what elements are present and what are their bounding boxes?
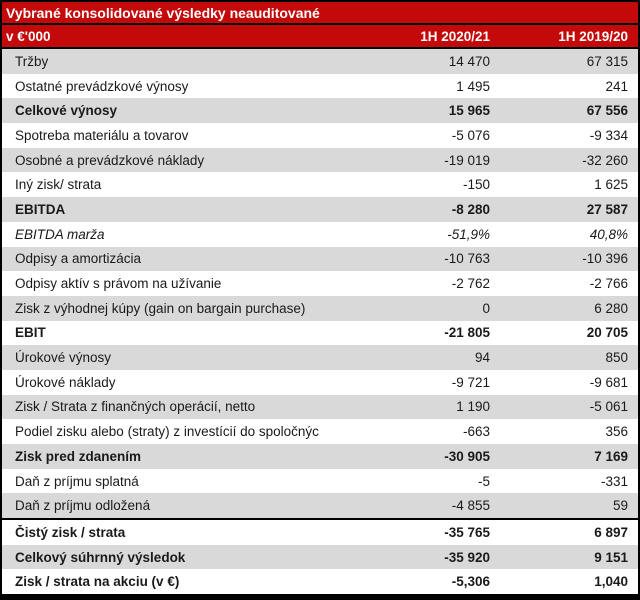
row-value-2019-20: 850: [605, 350, 628, 366]
table-row: Daň z príjmu splatná -5 -331: [2, 468, 638, 494]
row-value-2020-21: 1 495: [456, 78, 490, 94]
row-value-2020-21: -21 805: [444, 325, 490, 341]
table-row: Daň z príjmu odložená -4 855 59: [2, 493, 638, 519]
row-label: Čistý zisk / strata: [15, 524, 126, 540]
row-value-2020-21: -35 920: [444, 549, 490, 565]
table-row: Ostatné prevádzkové výnosy 1 495 241: [2, 73, 638, 99]
table-row: Zisk pred zdanením -30 905 7 169: [2, 444, 638, 469]
row-value-2020-21: -5 076: [451, 127, 490, 143]
row-value-2019-20: 1 625: [594, 177, 628, 193]
row-value-2019-20: 40,8%: [589, 226, 628, 242]
row-value-2019-20: 27 587: [586, 201, 628, 217]
row-value-2019-20: -10 396: [582, 251, 628, 267]
row-label: Daň z príjmu splatná: [15, 473, 139, 489]
row-value-2020-21: -663: [462, 424, 490, 440]
row-value-2019-20: -5 061: [589, 399, 628, 415]
row-label: Spotreba materiálu a tovarov: [15, 127, 189, 143]
table-title-bar: Vybrané konsolidované výsledky neauditov…: [2, 2, 638, 25]
row-value-2019-20: 6 897: [594, 524, 628, 540]
row-value-2019-20: 6 280: [594, 300, 628, 316]
row-label: EBIT: [15, 325, 46, 341]
table-row: Celkové výnosy 15 965 67 556: [2, 98, 638, 124]
table-row: EBITDA -8 280 27 587: [2, 197, 638, 222]
column-header-1h-2020-21: 1H 2020/21: [420, 28, 490, 44]
row-label: Zisk / strata na akciu (v €): [15, 574, 180, 590]
table-row: Úrokové náklady -9 721 -9 681: [2, 369, 638, 395]
table-row: Spotreba materiálu a tovarov -5 076 -9 334: [2, 123, 638, 148]
row-value-2020-21: -5: [477, 473, 490, 489]
row-value-2019-20: 59: [612, 498, 628, 514]
row-value-2020-21: 0: [482, 300, 490, 316]
row-label: EBITDA marža: [15, 226, 105, 242]
row-label: Celkový súhrnný výsledok: [15, 549, 186, 565]
row-value-2019-20: -32 260: [582, 152, 628, 168]
row-value-2019-20: 1,040: [594, 574, 628, 590]
table-row: Osobné a prevádzkové náklady -19 019 -32 2…: [2, 147, 638, 173]
row-value-2020-21: -30 905: [444, 448, 490, 464]
row-value-2020-21: -2 762: [451, 276, 490, 292]
row-value-2020-21: -19 019: [444, 152, 490, 168]
table-column-header-row: v €'000 1H 2020/21 1H 2019/20: [2, 25, 638, 49]
row-label: Ostatné prevádzkové výnosy: [15, 78, 189, 94]
row-value-2020-21: -9 721: [451, 374, 490, 390]
row-value-2020-21: -150: [462, 177, 490, 193]
row-label: EBITDA: [15, 201, 66, 217]
row-label: Zisk pred zdanením: [15, 448, 142, 464]
row-label: Podiel zisku alebo (straty) z investícií…: [15, 424, 319, 440]
table-row: EBITDA marža -51,9% 40,8%: [2, 221, 638, 247]
row-label: Osobné a prevádzkové náklady: [15, 152, 205, 168]
row-value-2020-21: 15 965: [448, 103, 490, 119]
table-row: Zisk / Strata z finančných operácií, net…: [2, 394, 638, 420]
row-value-2020-21: -5,306: [451, 574, 490, 590]
table-row: Čistý zisk / strata -35 765 6 897: [2, 518, 638, 545]
row-label: Odpisy a amortizácia: [15, 251, 142, 267]
table-title: Vybrané konsolidované výsledky neauditov…: [6, 4, 320, 21]
row-value-2020-21: 94: [474, 350, 490, 366]
table-row: Úrokové výnosy 94 850: [2, 345, 638, 370]
table-row: Odpisy a amortizácia -10 763 -10 396: [2, 246, 638, 272]
row-label: Tržby: [15, 53, 49, 69]
row-value-2019-20: 7 169: [594, 448, 628, 464]
table-row: Odpisy aktív s právom na užívanie -2 762 -…: [2, 271, 638, 296]
row-label: Iný zisk/ strata: [15, 177, 102, 193]
table-row: Podiel zisku alebo (straty) z investícií…: [2, 419, 638, 444]
row-value-2019-20: 356: [605, 424, 628, 440]
row-value-2020-21: -10 763: [444, 251, 490, 267]
row-label: Úrokové výnosy: [15, 350, 112, 366]
table-body: Tržby 14 470 67 315 Ostatné prevádzkové výn…: [2, 49, 638, 595]
row-value-2019-20: -9 334: [589, 127, 628, 143]
row-label: Celkové výnosy: [15, 103, 118, 119]
row-value-2019-20: 20 705: [586, 325, 628, 341]
table-row: Zisk z výhodnej kúpy (gain on bargain pu…: [2, 295, 638, 321]
row-value-2020-21: 14 470: [448, 53, 490, 69]
row-value-2019-20: 67 556: [586, 103, 628, 119]
row-value-2020-21: -8 280: [451, 201, 490, 217]
column-header-unit: v €'000: [6, 28, 51, 44]
row-value-2019-20: -2 766: [589, 276, 628, 292]
row-label: Zisk / Strata z finančných operácií, net…: [15, 399, 256, 415]
table-row: Zisk / strata na akciu (v €) -5,306 1,040: [2, 569, 638, 595]
row-value-2019-20: 67 315: [586, 53, 628, 69]
row-value-2020-21: 1 190: [456, 399, 490, 415]
row-value-2019-20: 9 151: [594, 549, 628, 565]
table-row: EBIT -21 805 20 705: [2, 320, 638, 346]
row-label: Odpisy aktív s právom na užívanie: [15, 276, 222, 292]
row-value-2020-21: -51,9%: [447, 226, 490, 242]
row-value-2019-20: 241: [605, 78, 628, 94]
column-header-1h-2019-20: 1H 2019/20: [558, 28, 628, 44]
row-label: Úrokové náklady: [15, 374, 116, 390]
row-value-2020-21: -4 855: [451, 498, 490, 514]
row-label: Zisk z výhodnej kúpy (gain on bargain pu…: [15, 300, 306, 316]
row-label: Daň z príjmu odložená: [15, 498, 151, 514]
table-row: Celkový súhrnný výsledok -35 920 9 151: [2, 544, 638, 570]
table-row: Tržby 14 470 67 315: [2, 49, 638, 74]
table-row: Iný zisk/ strata -150 1 625: [2, 172, 638, 198]
row-value-2020-21: -35 765: [444, 524, 490, 540]
row-value-2019-20: -331: [600, 473, 628, 489]
row-value-2019-20: -9 681: [589, 374, 628, 390]
